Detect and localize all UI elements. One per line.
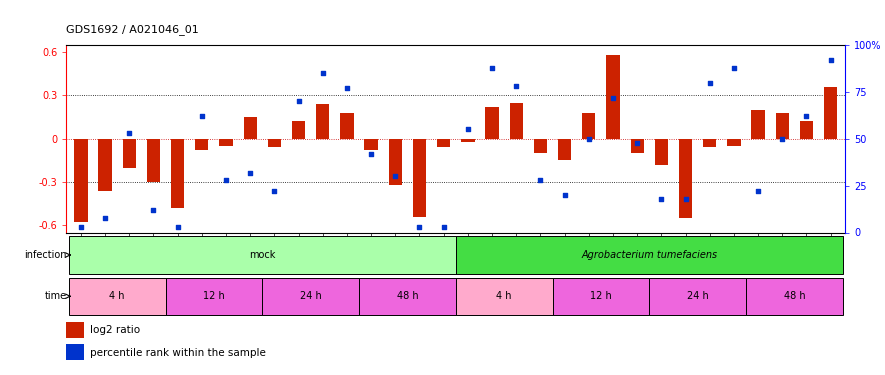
Text: 12 h: 12 h — [203, 291, 225, 301]
Bar — [341, 113, 354, 139]
Bar — [171, 139, 184, 208]
Point — [654, 196, 668, 202]
Bar — [165, 278, 262, 315]
Bar — [292, 122, 305, 139]
Point — [122, 130, 136, 136]
Point — [267, 188, 281, 194]
Bar — [66, 344, 84, 360]
Point — [679, 196, 693, 202]
Bar — [800, 122, 813, 139]
Bar — [123, 139, 136, 168]
Bar — [316, 104, 329, 139]
Bar — [510, 103, 523, 139]
Bar — [262, 278, 359, 315]
Text: GDS1692 / A021046_01: GDS1692 / A021046_01 — [66, 24, 199, 35]
Bar — [582, 113, 596, 139]
Bar — [365, 139, 378, 150]
Bar — [219, 139, 233, 146]
Point — [389, 173, 403, 179]
Bar — [824, 87, 837, 139]
Point — [703, 80, 717, 86]
Point — [558, 192, 572, 198]
Bar — [359, 278, 456, 315]
Bar — [98, 139, 112, 190]
Bar — [703, 139, 716, 147]
Bar — [268, 139, 281, 147]
Bar — [74, 139, 88, 222]
Bar — [69, 278, 165, 315]
Text: 12 h: 12 h — [590, 291, 612, 301]
Point — [509, 83, 523, 89]
Point — [606, 94, 620, 100]
Point — [775, 136, 789, 142]
Text: Agrobacterium tumefaciens: Agrobacterium tumefaciens — [581, 250, 718, 260]
Bar — [727, 139, 741, 146]
Bar — [66, 322, 84, 338]
Text: 48 h: 48 h — [783, 291, 805, 301]
Point — [340, 85, 354, 91]
Bar — [485, 107, 499, 139]
Point — [98, 214, 112, 220]
Point — [412, 224, 427, 230]
Bar — [679, 139, 692, 218]
Bar — [461, 139, 474, 142]
Point — [364, 151, 378, 157]
Point — [461, 126, 475, 132]
Point — [799, 113, 813, 119]
Point — [436, 224, 450, 230]
Bar — [456, 278, 552, 315]
Bar — [243, 117, 257, 139]
Bar — [456, 236, 843, 274]
Bar — [389, 139, 402, 185]
Bar — [558, 139, 571, 160]
Point — [291, 98, 305, 104]
Bar — [437, 139, 450, 147]
Point — [171, 224, 185, 230]
Bar — [69, 236, 456, 274]
Bar — [751, 110, 765, 139]
Text: log2 ratio: log2 ratio — [89, 325, 140, 335]
Bar — [746, 278, 843, 315]
Bar — [630, 139, 643, 153]
Point — [243, 170, 258, 176]
Text: mock: mock — [249, 250, 275, 260]
Text: 48 h: 48 h — [396, 291, 419, 301]
Text: infection: infection — [25, 250, 67, 260]
Text: 24 h: 24 h — [300, 291, 321, 301]
Text: 24 h: 24 h — [687, 291, 709, 301]
Point — [73, 224, 88, 230]
Text: 4 h: 4 h — [496, 291, 512, 301]
Bar — [552, 278, 650, 315]
Point — [219, 177, 233, 183]
Bar — [650, 278, 746, 315]
Text: time: time — [45, 291, 67, 301]
Bar — [196, 139, 209, 150]
Point — [824, 57, 838, 63]
Point — [195, 113, 209, 119]
Point — [534, 177, 548, 183]
Point — [751, 188, 766, 194]
Bar — [606, 55, 619, 139]
Point — [316, 70, 330, 76]
Point — [485, 64, 499, 70]
Point — [727, 64, 741, 70]
Bar — [147, 139, 160, 182]
Text: 4 h: 4 h — [110, 291, 125, 301]
Point — [581, 136, 596, 142]
Point — [630, 140, 644, 146]
Bar — [412, 139, 427, 217]
Bar — [534, 139, 547, 153]
Text: percentile rank within the sample: percentile rank within the sample — [89, 348, 266, 357]
Point — [146, 207, 160, 213]
Bar — [655, 139, 668, 165]
Bar — [775, 113, 789, 139]
